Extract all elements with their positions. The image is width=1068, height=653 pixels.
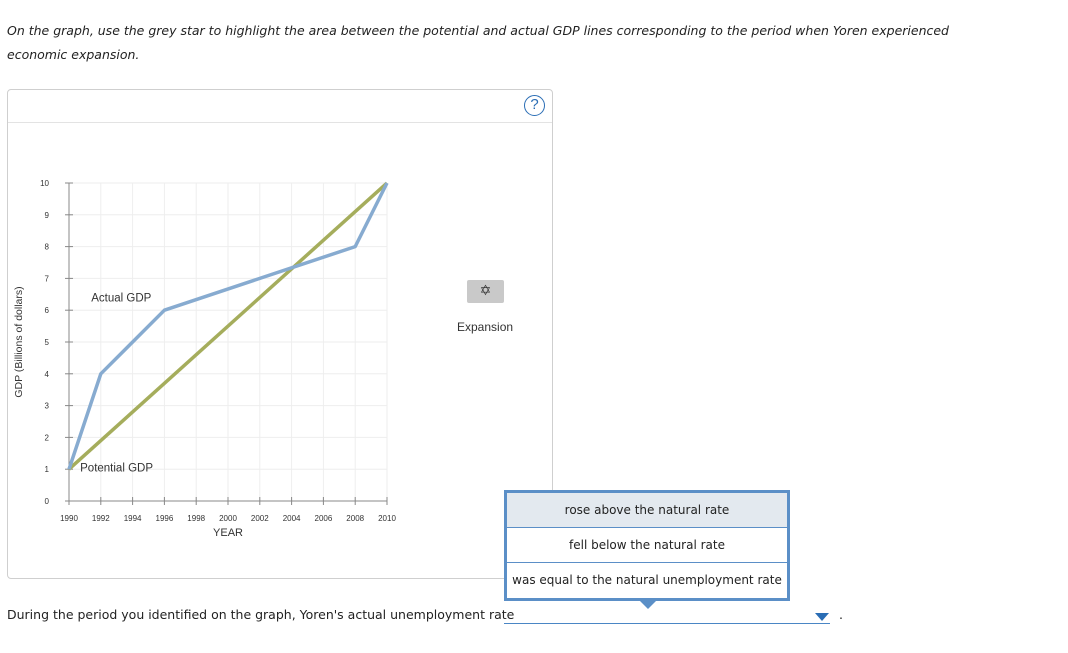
chevron-down-icon[interactable] <box>815 613 829 621</box>
panel-toolbar: ? <box>8 90 552 123</box>
x-tick-label: 1990 <box>60 514 78 523</box>
potential-gdp-label: Potential GDP <box>80 463 153 475</box>
x-tick-label: 1998 <box>187 514 205 523</box>
y-tick-label: 10 <box>40 179 49 188</box>
unemployment-select[interactable] <box>504 623 830 624</box>
x-tick-label: 2010 <box>378 514 396 523</box>
graph-panel: ? 0 1 2 3 4 5 6 7 8 9 10 1990 1992 1994 1996 1998 2000 20… <box>7 89 553 579</box>
x-tick-label: 2002 <box>251 514 269 523</box>
potential-gdp-line <box>67 181 389 471</box>
help-icon[interactable]: ? <box>524 95 545 116</box>
chart-labels: Actual GDP Potential GDP <box>80 293 153 475</box>
y-tick-label: 1 <box>45 465 50 474</box>
x-tick-label: 1994 <box>124 514 142 523</box>
y-tick-label: 9 <box>45 211 50 220</box>
dropdown-option[interactable]: was equal to the natural unemployment ra… <box>512 573 782 587</box>
instruction-text: On the graph, use the grey star to highl… <box>7 23 949 62</box>
star-icon: ✡ <box>479 283 492 299</box>
dropdown-pointer <box>640 601 656 609</box>
x-tick-label: 2008 <box>346 514 364 523</box>
x-tick-label: 1996 <box>156 514 174 523</box>
unemployment-dropdown-menu: rose above the natural rate fell below t… <box>504 490 790 601</box>
sentence-period: . <box>839 607 843 622</box>
x-tick-label: 2000 <box>219 514 237 523</box>
y-tick-label: 0 <box>45 497 50 506</box>
y-tick-label: 6 <box>45 306 50 315</box>
chart-series <box>67 181 389 471</box>
gdp-chart[interactable]: 0 1 2 3 4 5 6 7 8 9 10 1990 1992 1994 1996 1998 2000 2002… <box>8 90 554 580</box>
y-tick-label: 3 <box>45 402 50 411</box>
y-tick-label: 8 <box>45 243 50 252</box>
expansion-tool-label: Expansion <box>457 320 514 334</box>
x-tick-label: 1992 <box>92 514 110 523</box>
y-tick-label: 4 <box>45 370 50 379</box>
actual-gdp-label: Actual GDP <box>91 293 151 305</box>
chart-grid <box>69 182 388 501</box>
y-tick-label: 2 <box>45 433 50 442</box>
question-text: During the period you identified on the … <box>7 607 515 622</box>
y-axis-label: GDP (Billions of dollars) <box>13 286 25 397</box>
x-tick-label: 2006 <box>315 514 333 523</box>
expansion-star-tool[interactable]: ✡ <box>467 280 504 303</box>
y-tick-label: 7 <box>45 274 50 283</box>
actual-gdp-line <box>67 182 389 470</box>
dropdown-option[interactable]: fell below the natural rate <box>507 528 787 563</box>
x-axis-label: YEAR <box>213 527 243 539</box>
x-tick-label: 2004 <box>283 514 301 523</box>
dropdown-option[interactable]: rose above the natural rate <box>507 493 787 528</box>
y-tick-label: 5 <box>45 338 50 347</box>
chart-axes: 0 1 2 3 4 5 6 7 8 9 10 1990 1992 1994 1996 1998 2000 2002… <box>13 179 396 539</box>
